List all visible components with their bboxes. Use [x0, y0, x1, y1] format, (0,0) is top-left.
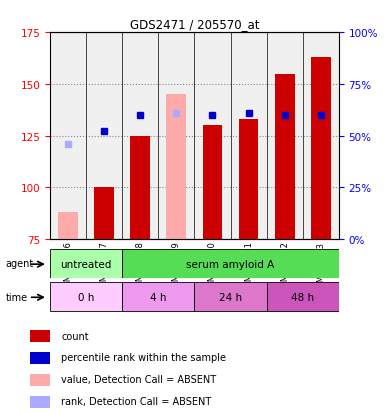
Text: rank, Detection Call = ABSENT: rank, Detection Call = ABSENT	[61, 396, 212, 406]
Bar	[203, 126, 223, 240]
Bar	[30, 396, 50, 408]
Text: value, Detection Call = ABSENT: value, Detection Call = ABSENT	[61, 375, 216, 385]
Bar	[94, 188, 114, 240]
Bar	[166, 95, 186, 240]
Text: time: time	[6, 292, 28, 302]
Bar	[58, 213, 78, 240]
Bar	[131, 136, 150, 240]
Bar	[194, 282, 266, 311]
Text: agent: agent	[6, 259, 34, 268]
Bar	[50, 282, 122, 311]
Bar	[266, 282, 339, 311]
Bar	[30, 330, 50, 342]
Bar	[275, 74, 295, 240]
Text: serum amyloid A: serum amyloid A	[186, 259, 275, 269]
Text: untreated: untreated	[60, 259, 112, 269]
Bar	[311, 58, 331, 240]
Text: 4 h: 4 h	[150, 292, 167, 302]
Text: 0 h: 0 h	[78, 292, 94, 302]
Text: 24 h: 24 h	[219, 292, 242, 302]
Bar	[239, 120, 258, 240]
Title: GDS2471 / 205570_at: GDS2471 / 205570_at	[130, 17, 259, 31]
Bar	[122, 249, 339, 278]
Bar	[30, 352, 50, 364]
Bar	[50, 249, 122, 278]
Bar	[122, 282, 194, 311]
Text: count: count	[61, 331, 89, 341]
Bar	[30, 374, 50, 386]
Text: 48 h: 48 h	[291, 292, 314, 302]
Text: percentile rank within the sample: percentile rank within the sample	[61, 353, 226, 363]
